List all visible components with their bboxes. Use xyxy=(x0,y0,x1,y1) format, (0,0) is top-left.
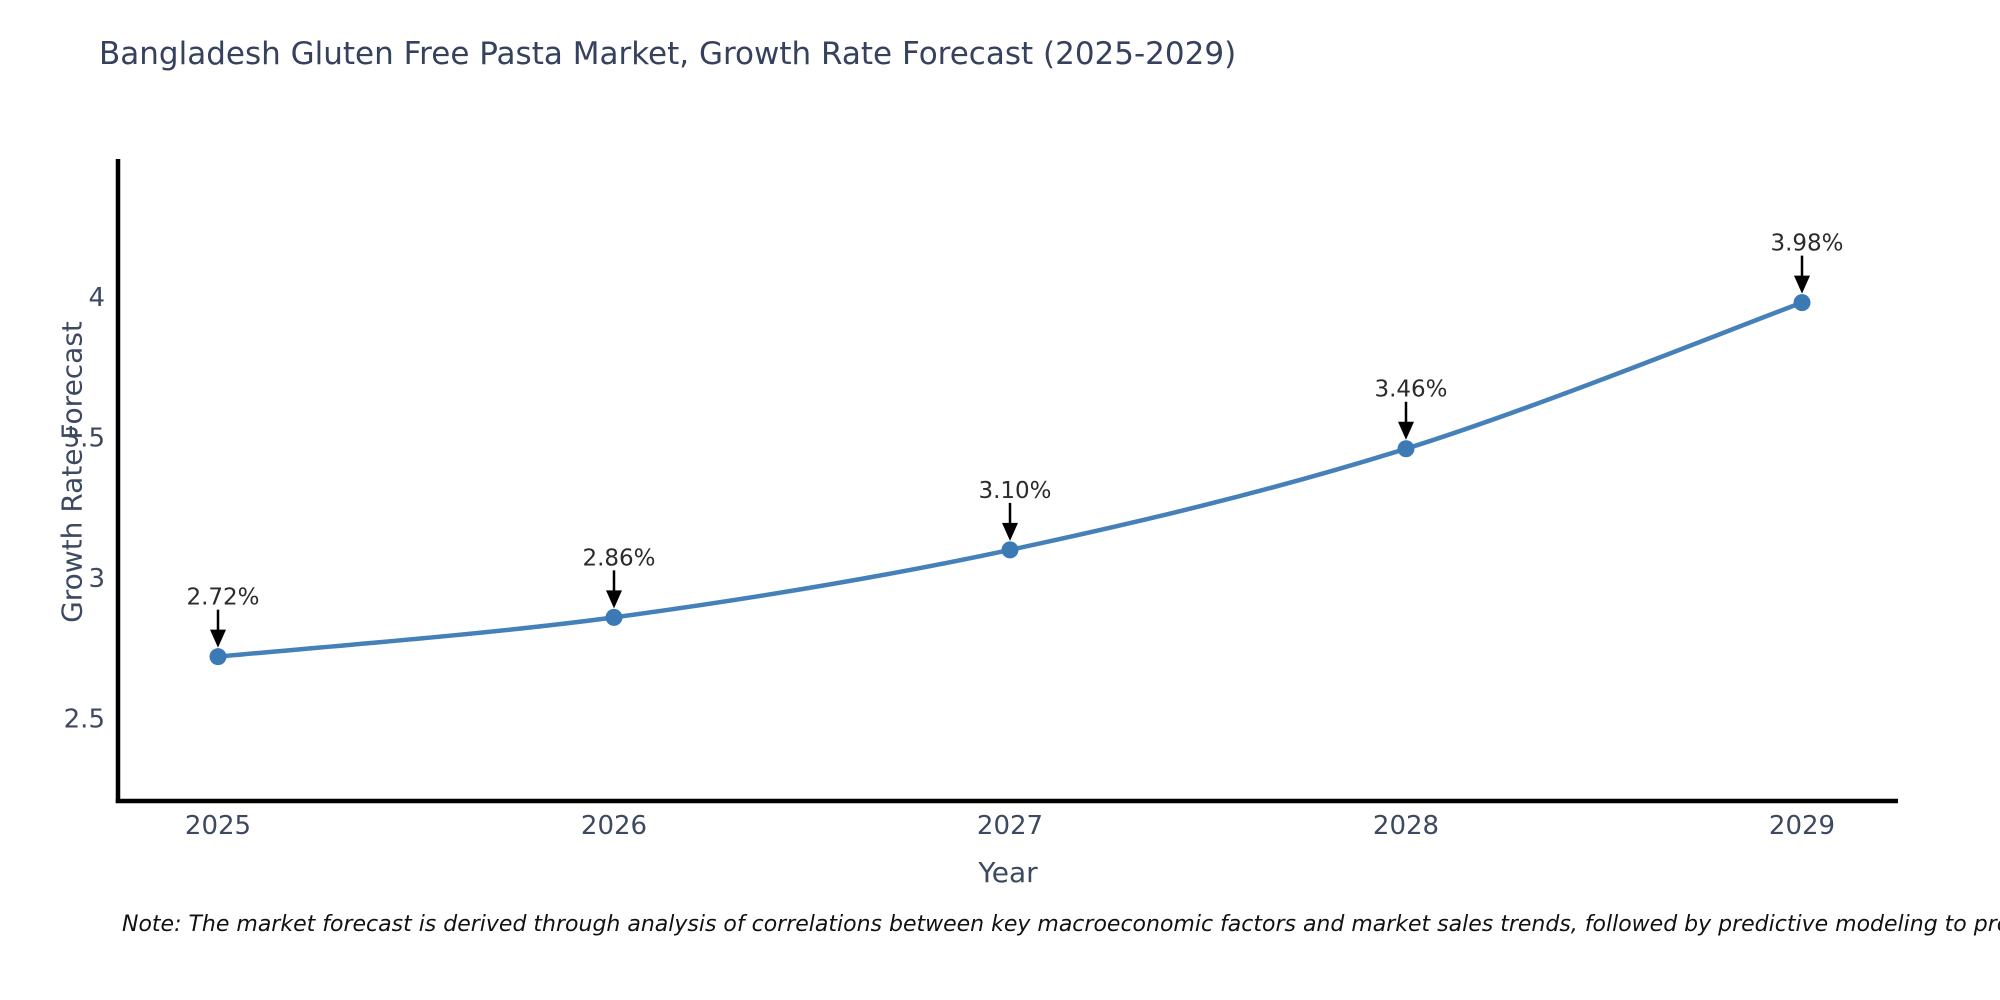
annotation-arrow-head xyxy=(210,629,226,648)
data-point-label: 2.72% xyxy=(186,585,259,611)
data-point-label: 2.86% xyxy=(582,545,655,571)
x-tick-label: 2029 xyxy=(1769,811,1835,841)
x-tick-label: 2028 xyxy=(1373,811,1439,841)
x-axis-title: Year xyxy=(978,856,1038,889)
annotation-arrow-head xyxy=(1398,421,1414,440)
data-point-marker xyxy=(1001,541,1019,559)
y-tick-label: 3.5 xyxy=(64,424,105,454)
chart-footnote: Note: The market forecast is derived thr… xyxy=(122,912,2000,937)
annotation-arrow-head xyxy=(606,590,622,609)
data-point-marker xyxy=(605,608,623,626)
y-tick-label: 3 xyxy=(88,564,105,594)
x-tick-label: 2027 xyxy=(977,811,1043,841)
x-tick-label: 2025 xyxy=(185,811,251,841)
y-tick-label: 2.5 xyxy=(64,705,105,735)
data-point-marker xyxy=(209,648,227,666)
data-point-marker xyxy=(1793,294,1811,312)
x-tick-label: 2026 xyxy=(581,811,647,841)
data-point-label: 3.10% xyxy=(978,478,1051,504)
annotation-arrow-head xyxy=(1002,522,1018,541)
chart-title: Bangladesh Gluten Free Pasta Market, Gro… xyxy=(99,36,1237,72)
data-point-label: 3.98% xyxy=(1770,231,1843,257)
data-point-label: 3.46% xyxy=(1374,377,1447,403)
data-point-marker xyxy=(1397,440,1415,458)
annotation-arrow-head xyxy=(1794,275,1810,294)
y-tick-label: 4 xyxy=(88,283,105,313)
